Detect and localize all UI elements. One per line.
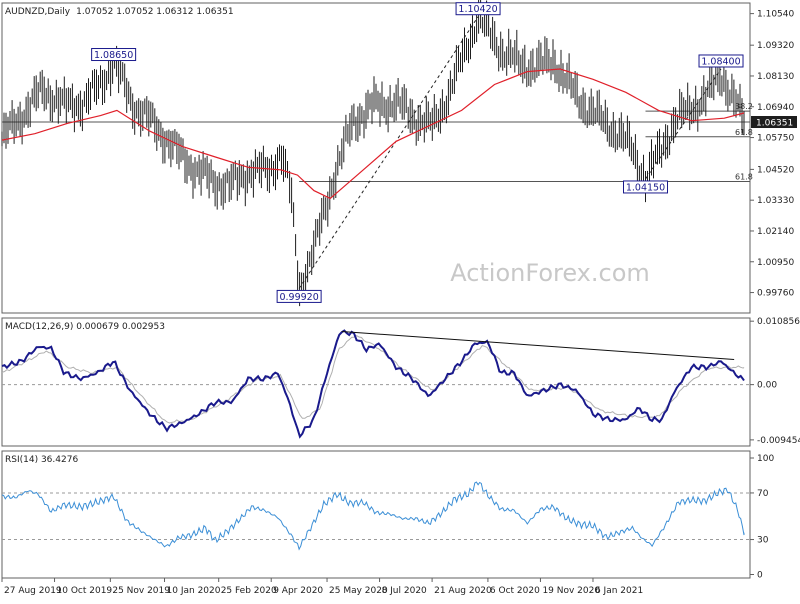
x-tick-label: 27 Aug 2019	[4, 586, 62, 596]
0-tick-label: 1.00950	[757, 258, 794, 268]
watermark: ActionForex.com	[450, 259, 650, 287]
trendline	[645, 68, 722, 180]
price-header-values: 1.07052 1.07052 1.06312 1.06351	[76, 7, 233, 17]
2-tick-label: 30	[757, 536, 769, 546]
0-tick-label: 1.06940	[757, 103, 794, 113]
macd-panel: MACD(12,26,9) 0.000679 0.002953 0.010856 0…	[1, 317, 800, 447]
ohlc-bars	[1, 0, 745, 307]
annotation-label: 0.99920	[279, 292, 318, 303]
0-tick-label: 1.03330	[757, 196, 794, 206]
1-tick-label: 0.010856	[757, 317, 800, 327]
x-tick-label: 8 Jul 2020	[382, 586, 427, 596]
x-tick-label: 25 Feb 2020	[221, 586, 277, 596]
1-tick-label: 0.00	[757, 381, 777, 391]
macd-signal-line	[1, 335, 745, 424]
macd-trendline	[341, 330, 735, 360]
annotation-box	[91, 48, 137, 62]
annotation-label: 1.08400	[701, 56, 740, 67]
2-tick-label: 100	[757, 454, 774, 464]
2-tick-label: 0	[757, 571, 763, 581]
0-tick-label: 0.99760	[757, 289, 794, 299]
0-tick-label: 1.02140	[757, 227, 794, 237]
x-tick-label: 9 Apr 2020	[273, 586, 323, 596]
price-symbol: AUDNZD,Daily	[5, 7, 71, 17]
x-tick-label: 25 May 2020	[329, 586, 388, 596]
annotation-box	[276, 289, 322, 303]
1-tick-label: -0.009454	[757, 436, 800, 446]
price-panel-frame	[1, 2, 751, 314]
annotation-label: 1.10420	[458, 4, 497, 15]
moving-average-line	[1, 68, 745, 200]
x-tick-label: 19 Nov 2020	[542, 586, 600, 596]
macd-panel-frame	[1, 317, 751, 447]
rsi-line	[1, 481, 745, 551]
annotation-label: 1.04150	[626, 182, 665, 193]
macd-title: MACD(12,26,9) 0.000679 0.002953	[5, 322, 165, 332]
annotation-label: 1.08650	[94, 50, 133, 61]
x-tick-label: 10 Oct 2019	[57, 586, 113, 596]
annotation-box	[698, 54, 744, 68]
annotation-box	[623, 180, 669, 194]
0-tick-label: 1.04520	[757, 165, 794, 175]
0-tick-label: 1.10540	[757, 10, 794, 20]
current-price-label: 1.06351	[756, 119, 793, 129]
annotation-box	[455, 2, 501, 16]
level-label: 61.8	[735, 173, 753, 182]
2-tick-label: 70	[757, 489, 769, 499]
rsi-panel-frame	[1, 450, 751, 579]
x-tick-label: 21 Aug 2020	[434, 586, 492, 596]
0-tick-label: 1.09320	[757, 41, 794, 51]
x-tick-label: 25 Nov 2019	[112, 586, 170, 596]
0-tick-label: 1.08130	[757, 72, 794, 82]
current-price-tag	[751, 116, 797, 129]
0-tick-label: 1.05750	[757, 134, 794, 144]
price-panel-title: AUDNZD,Daily 1.07052 1.07052 1.06312 1.06…	[5, 7, 234, 17]
rsi-panel: RSI(14) 36.4276 100 70 30 0	[1, 450, 774, 581]
level-label: 38.2	[735, 102, 753, 111]
trendline	[298, 16, 479, 289]
price-panel: ActionForex.com AUDNZD,Daily 1.07052 1.070…	[1, 0, 797, 314]
x-tick-label: 6 Oct 2020	[490, 586, 540, 596]
macd-line	[1, 329, 745, 439]
rsi-title: RSI(14) 36.4276	[5, 455, 78, 465]
x-tick-label: 6 Jan 2021	[595, 586, 643, 596]
x-tick-label: 10 Jan 2020	[167, 586, 221, 596]
